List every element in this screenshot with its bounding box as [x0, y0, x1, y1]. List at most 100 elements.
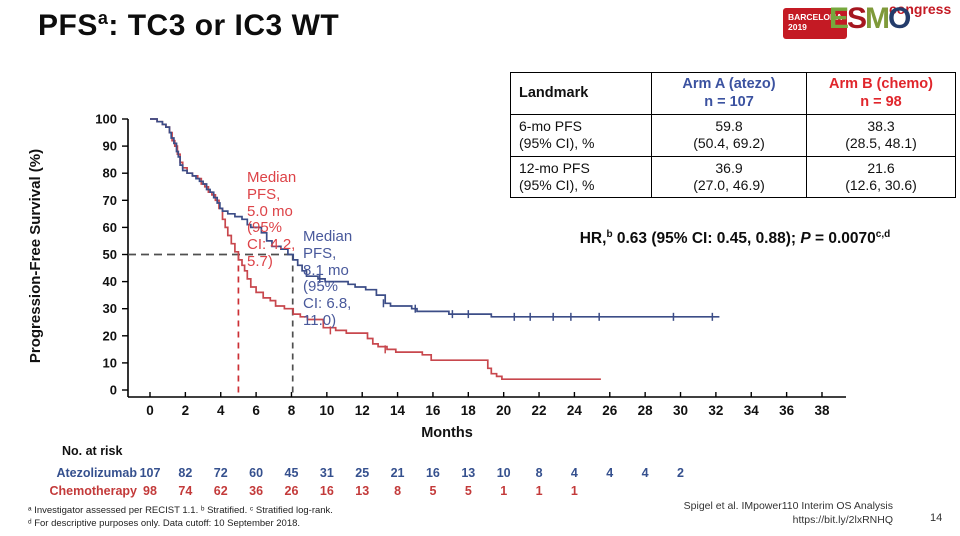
x-tick-label: 14 — [390, 403, 406, 418]
arm-b-value: 21.6 (12.6, 30.6) — [806, 155, 956, 198]
table-row: 6-mo PFS (95% CI), % 59.8 (50.4, 69.2) 38.… — [510, 114, 956, 157]
risk-value: 21 — [390, 466, 405, 480]
hazard-ratio-text: HR,b 0.63 (95% CI: 0.45, 0.88); P = 0.00… — [579, 229, 891, 248]
y-tick-label: 30 — [103, 301, 117, 316]
x-tick-label: 36 — [779, 403, 795, 418]
table-row: 12-mo PFS (95% CI), % 36.9 (27.0, 46.9) 21… — [510, 155, 956, 198]
page-title: PFSa: TC3 or IC3 WT — [38, 8, 340, 42]
risk-value: 45 — [284, 466, 299, 480]
x-tick-label: 32 — [708, 403, 723, 418]
risk-value: 82 — [178, 466, 193, 480]
arm-b-value: 38.3 (28.5, 48.1) — [806, 114, 956, 157]
arm-b-header: Arm B (chemo) n = 98 — [806, 71, 956, 116]
risk-value: 107 — [139, 466, 161, 480]
risk-row-label: Chemotherapy — [49, 484, 137, 498]
x-tick-label: 18 — [461, 403, 477, 418]
esmo-barcelona-badge: BARCELONA 2019 — [783, 8, 847, 39]
risk-value: 1 — [500, 484, 508, 498]
risk-value: 16 — [425, 466, 440, 480]
esmo-letter: E — [829, 2, 849, 35]
risk-value: 98 — [143, 484, 157, 498]
x-tick-label: 6 — [252, 403, 260, 418]
x-tick-label: 30 — [673, 403, 688, 418]
x-tick-label: 38 — [814, 403, 830, 418]
risk-value: 10 — [496, 466, 511, 480]
x-tick-label: 16 — [425, 403, 441, 418]
median-pfs-annotation: Median PFS, 8.1 mo (95% CI: 6.8, 11.0) — [303, 228, 353, 329]
risk-value: 1 — [570, 484, 578, 498]
badge-year: 2019 — [788, 22, 807, 33]
risk-value: 13 — [355, 484, 370, 498]
title-superscript: a — [97, 8, 109, 28]
y-axis-title: Progression-Free Survival (%) — [27, 149, 44, 363]
curve-atezolizumab — [150, 118, 720, 318]
risk-value: 72 — [213, 466, 228, 480]
x-tick-label: 22 — [532, 403, 547, 418]
risk-value: 13 — [461, 466, 476, 480]
x-tick-label: 34 — [744, 403, 760, 418]
y-tick-label: 40 — [103, 274, 117, 289]
x-tick-label: 4 — [217, 403, 225, 418]
esmo-letter: M — [865, 2, 890, 35]
risk-value: 4 — [606, 466, 614, 480]
x-tick-label: 0 — [146, 403, 154, 418]
risk-value: 8 — [535, 466, 543, 480]
x-tick-label: 20 — [496, 403, 511, 418]
risk-value: 62 — [213, 484, 228, 498]
x-tick-label: 24 — [567, 403, 583, 418]
x-tick-label: 8 — [288, 403, 296, 418]
risk-value: 8 — [394, 484, 402, 498]
curve-chemotherapy — [150, 118, 601, 381]
x-tick-label: 10 — [319, 403, 334, 418]
y-tick-label: 50 — [103, 247, 117, 262]
x-tick-label: 2 — [182, 403, 190, 418]
row-label: 6-mo PFS (95% CI), % — [510, 114, 652, 157]
y-tick-label: 80 — [103, 166, 117, 181]
y-tick-label: 0 — [110, 383, 117, 398]
risk-value: 2 — [677, 466, 684, 480]
risk-value: 5 — [464, 484, 472, 498]
esmo-logo-icon: ESMO — [829, 2, 911, 36]
x-tick-label: 12 — [355, 403, 370, 418]
risk-value: 1 — [535, 484, 543, 498]
table-header-row: Landmark Arm A (atezo) n = 107 Arm B (che… — [510, 71, 956, 116]
y-tick-label: 70 — [103, 193, 117, 208]
row-label: 12-mo PFS (95% CI), % — [510, 155, 652, 198]
arm-a-header: Arm A (atezo) n = 107 — [651, 71, 807, 116]
footnote-line1: ᵃ Investigator assessed per RECIST 1.1. … — [28, 505, 333, 516]
risk-value: 60 — [249, 466, 264, 480]
page-number: 14 — [930, 512, 943, 524]
risk-value: 4 — [641, 466, 649, 480]
badge-city: BARCELONA — [788, 12, 843, 22]
risk-value: 74 — [178, 484, 193, 498]
arm-a-value: 36.9 (27.0, 46.9) — [651, 155, 807, 198]
esmo-congress-label: congress — [889, 1, 952, 17]
citation: Spigel et al. IMpower110 Interim OS Anal… — [683, 500, 893, 526]
risk-value: 36 — [249, 484, 264, 498]
esmo-letter: S — [847, 2, 867, 35]
y-tick-label: 10 — [103, 355, 117, 370]
y-tick-label: 60 — [103, 220, 117, 235]
median-pfs-annotation: Median PFS, 5.0 mo (95% CI: 4.2, 5.7) — [247, 169, 297, 270]
y-tick-label: 20 — [103, 328, 117, 343]
x-tick-label: 28 — [638, 403, 654, 418]
risk-value: 16 — [319, 484, 334, 498]
landmark-header: Landmark — [510, 71, 652, 116]
x-axis-title: Months — [421, 425, 473, 441]
arm-a-value: 59.8 (50.4, 69.2) — [651, 114, 807, 157]
risk-value: 26 — [284, 484, 299, 498]
risk-value: 4 — [570, 466, 578, 480]
x-tick-label: 26 — [602, 403, 618, 418]
risk-value: 31 — [319, 466, 334, 480]
no-at-risk-heading: No. at risk — [62, 444, 123, 458]
footnote-line2: ᵈ For descriptive purposes only. Data cu… — [28, 518, 301, 529]
risk-value: 5 — [429, 484, 437, 498]
landmark-table: Landmark Arm A (atezo) n = 107 Arm B (che… — [510, 71, 956, 198]
risk-value: 25 — [355, 466, 370, 480]
y-tick-label: 100 — [95, 112, 117, 127]
esmo-letter: O — [888, 2, 911, 35]
y-tick-label: 90 — [103, 139, 117, 154]
risk-row-label: Atezolizumab — [56, 466, 137, 480]
